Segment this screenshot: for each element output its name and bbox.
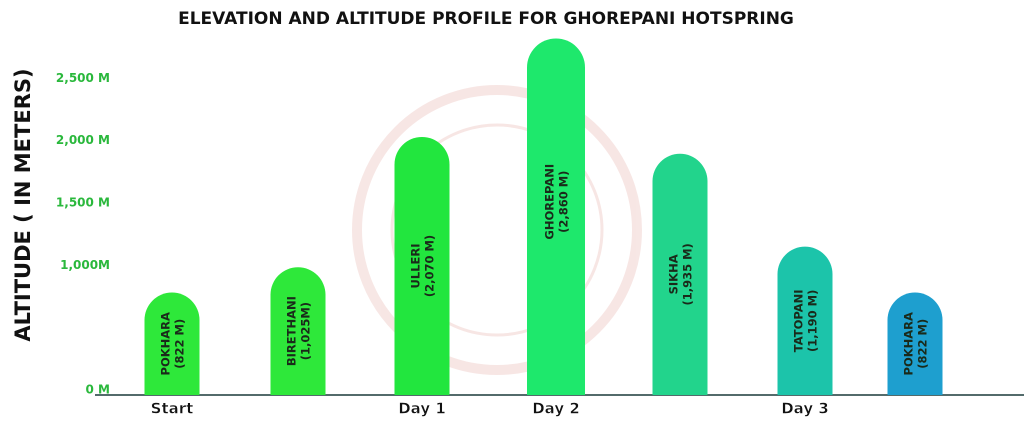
bar bbox=[527, 38, 585, 395]
x-group-label: Day 3 bbox=[781, 400, 829, 418]
bar bbox=[887, 292, 943, 395]
bar-category-label: GHOREPANI bbox=[543, 164, 557, 240]
bar-category-label: ULLERI bbox=[409, 243, 423, 288]
y-tick-label: 1,000M bbox=[60, 258, 110, 272]
watermark bbox=[352, 85, 642, 375]
bar bbox=[652, 153, 708, 395]
x-group-label: Day 1 bbox=[398, 400, 446, 418]
x-group-label: Day 2 bbox=[532, 400, 580, 418]
bar bbox=[144, 292, 200, 395]
bar-value-label: (2,070 M) bbox=[423, 235, 437, 297]
bar-value-label: (822 M) bbox=[173, 319, 187, 369]
bar-category-label: BIRETHANI bbox=[285, 296, 299, 366]
bar-category-label: POKHARA bbox=[159, 312, 173, 375]
bar-category-label: POKHARA bbox=[902, 312, 916, 375]
bar bbox=[270, 267, 326, 395]
bar-value-label: (1,935 M) bbox=[681, 243, 695, 305]
y-axis-title: ALTITUDE ( IN METERS) bbox=[11, 68, 35, 341]
bar-value-label: (2,860 M) bbox=[557, 171, 571, 233]
bar-category-label: TATOPANI bbox=[792, 289, 806, 352]
bar-value-label: (1,025M) bbox=[299, 302, 313, 360]
bar-value-label: (1,190 M) bbox=[806, 290, 820, 352]
y-tick-label: 2,500 M bbox=[56, 71, 110, 85]
x-group-label: Start bbox=[151, 400, 194, 418]
chart-title: ELEVATION AND ALTITUDE PROFILE FOR GHORE… bbox=[178, 9, 794, 29]
y-tick-label: 0 M bbox=[86, 383, 110, 397]
y-tick-label: 1,500 M bbox=[56, 196, 110, 210]
bar bbox=[777, 246, 833, 395]
bar bbox=[394, 136, 450, 395]
y-tick-label: 2,000 M bbox=[56, 133, 110, 147]
bar-category-label: SIKHA bbox=[667, 254, 681, 294]
bar-value-label: (822 M) bbox=[916, 319, 930, 369]
